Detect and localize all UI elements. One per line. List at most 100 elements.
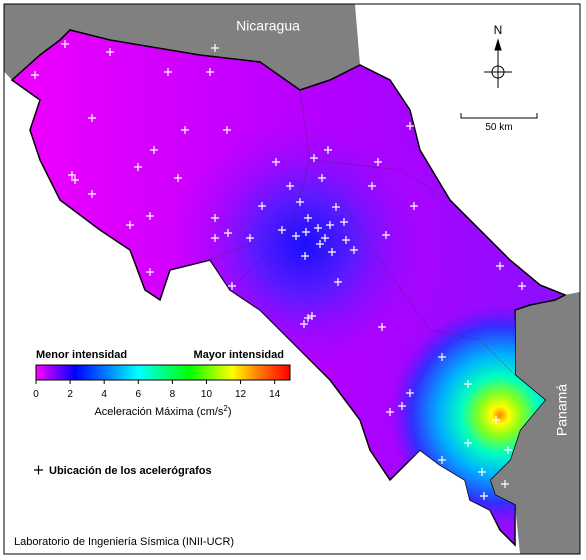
station-marker [68, 171, 76, 179]
station-marker [368, 182, 376, 190]
station-marker [308, 312, 316, 320]
colorbar-tick-label: 4 [101, 389, 107, 400]
station-marker [328, 248, 336, 256]
station-marker [134, 163, 142, 171]
station-marker [464, 380, 472, 388]
legend-label: Ubicación de los acelerógrafos [49, 465, 212, 477]
station-marker [316, 240, 324, 248]
station-marker [310, 154, 318, 162]
station-marker [492, 416, 500, 424]
station-marker [480, 492, 488, 500]
station-marker [378, 323, 386, 331]
station-marker [150, 146, 158, 154]
station-marker [224, 229, 232, 237]
station-marker [438, 353, 446, 361]
station-marker [278, 226, 286, 234]
colorbar-min-label: Menor intensidad [36, 349, 127, 361]
station-marker [106, 48, 114, 56]
scale-label: 50 km [485, 122, 512, 133]
colorbar-title: Aceleración Máxima (cm/s2) [94, 404, 231, 418]
scale-bar [460, 113, 538, 119]
title-end: ) [228, 406, 232, 418]
credit: Laboratorio de Ingeniería Sísmica (INII-… [14, 536, 234, 548]
station-markers [31, 40, 526, 500]
station-marker [228, 282, 236, 290]
title-sup: 2 [223, 404, 228, 413]
station-marker [374, 158, 382, 166]
station-marker [258, 202, 266, 210]
station-marker [464, 439, 472, 447]
station-marker [286, 182, 294, 190]
station-marker [334, 278, 342, 286]
colorbar-bar [35, 364, 291, 381]
station-marker [478, 468, 486, 476]
colorbar-tick-label: 14 [269, 389, 281, 400]
station-marker [292, 232, 300, 240]
station-marker [314, 224, 322, 232]
title-text: Aceleración Máxima (cm/s [94, 406, 223, 418]
station-marker [88, 114, 96, 122]
colorbar: Menor intensidad Mayor intensidad Aceler… [33, 349, 291, 418]
station-marker [164, 68, 172, 76]
station-marker [406, 122, 414, 130]
station-marker [398, 402, 406, 410]
station-marker [340, 218, 348, 226]
station-marker [126, 221, 134, 229]
station-marker [518, 282, 526, 290]
station-marker [296, 198, 304, 206]
station-marker [71, 176, 79, 184]
panama [490, 285, 580, 554]
station-marker [61, 40, 69, 48]
station-marker [318, 174, 326, 182]
country-label: Nicaragua [236, 18, 300, 34]
station-marker [300, 320, 308, 328]
station-marker [41, 208, 49, 216]
station-marker [304, 214, 312, 222]
station-marker [31, 71, 39, 79]
station-marker [481, 218, 489, 226]
station-marker [146, 212, 154, 220]
station-marker [88, 190, 96, 198]
station-marker [501, 480, 509, 488]
station-marker [272, 158, 280, 166]
station-marker [350, 246, 358, 254]
compass-label: N [494, 23, 503, 37]
station-marker [410, 202, 418, 210]
station-marker [181, 126, 189, 134]
colorbar-max-label: Mayor intensidad [194, 349, 284, 361]
country-label: Panamá [554, 384, 570, 436]
colorbar-tick-label: 8 [170, 389, 176, 400]
station-marker [206, 68, 214, 76]
costa-rica [10, 29, 567, 547]
station-marker [438, 456, 446, 464]
station-marker [332, 203, 340, 211]
station-marker [302, 228, 310, 236]
station-marker [223, 126, 231, 134]
station-marker [211, 44, 219, 52]
station-marker [496, 262, 504, 270]
station-marker [304, 314, 312, 322]
colorbar-tick-label: 0 [33, 389, 39, 400]
station-marker [146, 268, 154, 276]
station-marker [386, 408, 394, 416]
colorbar-tick-label: 12 [235, 389, 247, 400]
label-bg [223, 14, 313, 38]
station-marker [406, 389, 414, 397]
station-marker [246, 234, 254, 242]
station-marker [211, 234, 219, 242]
station-marker [174, 174, 182, 182]
station-marker [382, 231, 390, 239]
station-marker [504, 446, 512, 454]
station-marker [324, 146, 332, 154]
colorbar-tick-label: 10 [201, 389, 213, 400]
station-marker [301, 252, 309, 260]
station-marker [326, 221, 334, 229]
compass: N [484, 23, 512, 88]
legend: Ubicación de los acelerógrafos [34, 465, 212, 477]
station-marker [211, 214, 219, 222]
station-marker [342, 236, 350, 244]
station-marker [321, 234, 329, 242]
colorbar-tick-label: 6 [136, 389, 142, 400]
colorbar-tick-label: 2 [67, 389, 73, 400]
